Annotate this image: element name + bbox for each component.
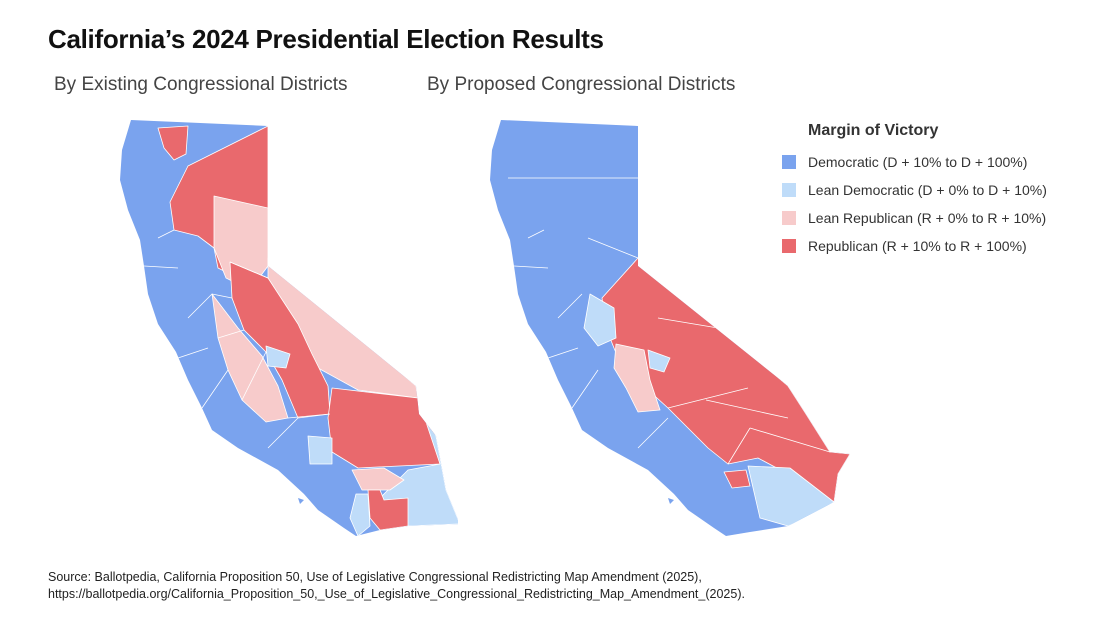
- legend-swatch-lean-republican: [782, 211, 796, 225]
- source-citation: Source: Ballotpedia, California Proposit…: [48, 570, 745, 601]
- legend-item-democratic: Democratic (D + 10% to D + 100%): [782, 148, 1047, 176]
- chart-title: California’s 2024 Presidential Election …: [48, 24, 604, 54]
- legend-swatch-lean-democratic: [782, 183, 796, 197]
- district-coast-lean-democratic: [349, 493, 371, 536]
- legend-label-lean-republican: Lean Republican (R + 0% to R + 10%): [808, 210, 1047, 226]
- legend-label-democratic: Democratic (D + 10% to D + 100%): [808, 154, 1028, 170]
- legend-item-lean-democratic: Lean Democratic (D + 0% to D + 10%): [782, 176, 1047, 204]
- district-inland-lean-republican: [351, 467, 405, 491]
- existing-districts-subtitle: By Existing Congressional Districts: [54, 74, 348, 95]
- district-sandiego-republican: [367, 489, 409, 531]
- district-fresno-lean-democratic: [647, 349, 671, 373]
- district-central-valley-republican: [229, 261, 331, 419]
- legend-label-lean-democratic: Lean Democratic (D + 0% to D + 10%): [808, 182, 1047, 198]
- district-fresno-lean-democratic: [265, 345, 291, 369]
- legend-swatch-republican: [782, 239, 796, 253]
- district-la-north-lean-democratic: [307, 435, 333, 465]
- proposed-districts-subtitle: By Proposed Congressional Districts: [427, 74, 736, 95]
- legend-label-republican: Republican (R + 10% to R + 100%): [808, 238, 1027, 254]
- legend: Margin of Victory Democratic (D + 10% to…: [782, 122, 1047, 260]
- existing-districts-map: [120, 120, 458, 536]
- legend-item-lean-republican: Lean Republican (R + 0% to R + 10%): [782, 204, 1047, 232]
- district-bay-east-lean-democratic: [583, 293, 617, 347]
- district-north-coast-republican: [157, 125, 189, 161]
- district-valley-lean-republican: [211, 293, 289, 423]
- legend-title: Margin of Victory: [808, 122, 939, 139]
- district-desert-republican: [327, 387, 441, 469]
- district-valley-lean-republican: [613, 343, 661, 413]
- channel-islands: [668, 490, 684, 504]
- legend-item-republican: Republican (R + 10% to R + 100%): [782, 232, 1047, 260]
- district-borders: [143, 229, 331, 449]
- legend-swatch-democratic: [782, 155, 796, 169]
- channel-islands: [298, 490, 314, 504]
- district-inland-republican: [723, 469, 751, 489]
- proposed-districts-map: [490, 120, 850, 536]
